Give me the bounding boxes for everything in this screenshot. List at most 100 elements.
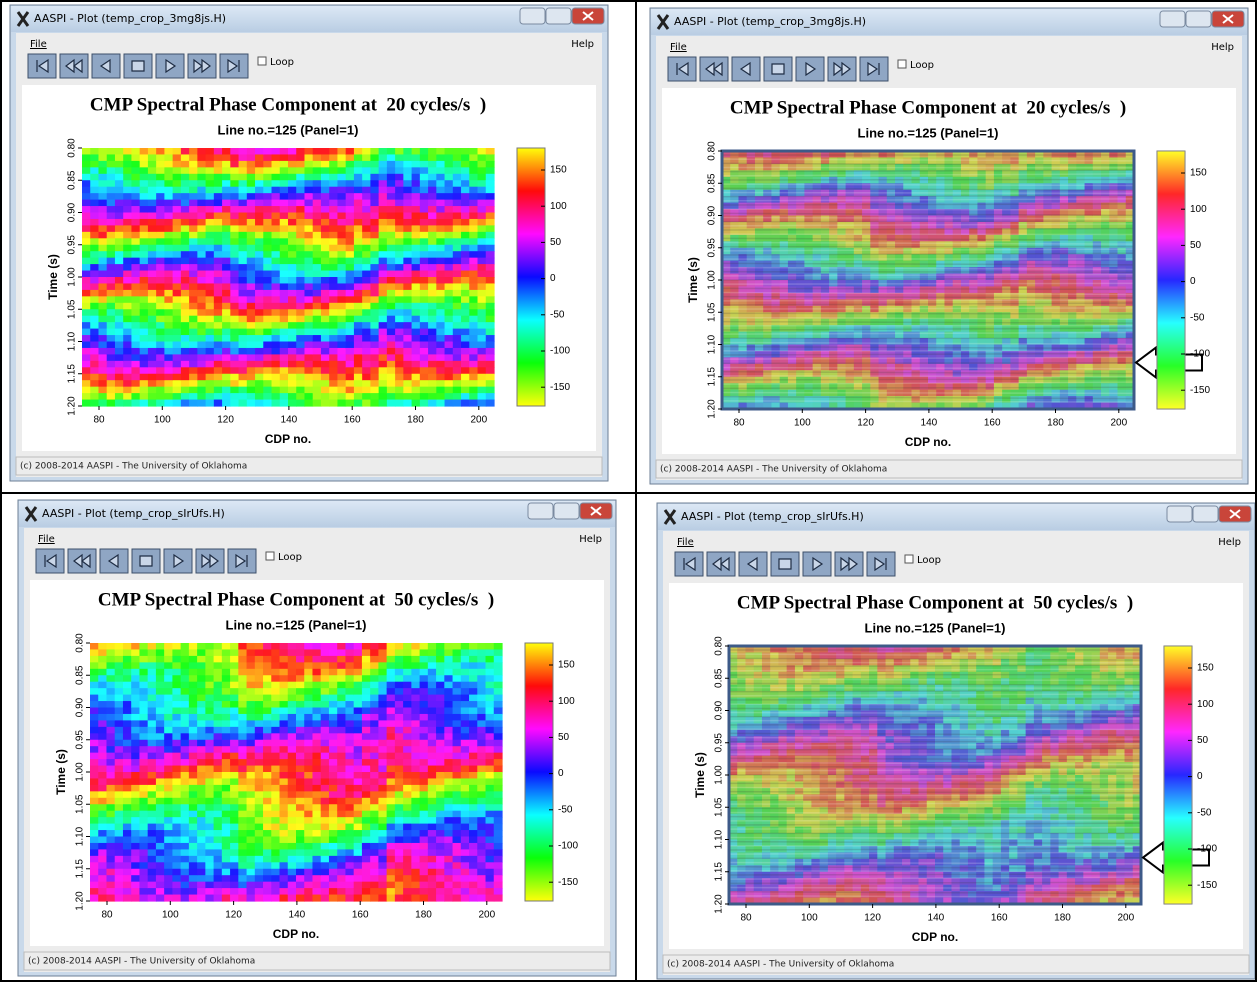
image-cell — [296, 290, 305, 297]
loop-checkbox[interactable] — [258, 57, 266, 65]
image-cell — [478, 219, 487, 226]
image-cell — [354, 161, 363, 168]
image-cell — [428, 251, 437, 258]
image-cell — [131, 374, 140, 381]
image-cell — [370, 271, 379, 278]
image-cell — [205, 811, 214, 818]
image-cell — [181, 895, 190, 902]
maximize-button[interactable] — [554, 503, 579, 519]
reflector-line — [722, 363, 1134, 364]
image-cell — [420, 271, 429, 278]
image-cell — [115, 367, 124, 374]
image-cell — [173, 290, 182, 297]
image-cell — [362, 148, 371, 155]
menu-item[interactable]: File — [670, 42, 687, 53]
image-cell — [173, 393, 182, 400]
image-cell — [362, 238, 371, 245]
image-cell — [222, 296, 231, 303]
image-cell — [436, 277, 445, 284]
image-cell — [436, 200, 445, 207]
image-cell — [222, 778, 231, 785]
image-cell — [206, 393, 215, 400]
image-cell — [478, 271, 487, 278]
image-cell — [206, 213, 215, 220]
image-cell — [337, 238, 346, 245]
minimize-button[interactable] — [528, 503, 553, 519]
image-cell — [321, 193, 330, 200]
image-cell — [90, 656, 99, 663]
image-cell — [189, 296, 198, 303]
image-cell — [280, 316, 289, 323]
menu-item[interactable]: File — [38, 534, 55, 545]
loop-checkbox[interactable] — [898, 60, 906, 68]
menu-item[interactable]: Help — [1211, 42, 1234, 53]
image-cell — [370, 264, 379, 271]
image-cell — [313, 167, 322, 174]
image-cell — [239, 400, 248, 407]
image-cell — [90, 714, 99, 721]
image-cell — [362, 348, 371, 355]
image-cell — [255, 193, 264, 200]
image-cell — [107, 309, 116, 316]
image-cell — [296, 303, 305, 310]
image-cell — [420, 354, 429, 361]
image-cell — [280, 335, 289, 342]
image-cell — [403, 225, 412, 232]
image-cell — [189, 322, 198, 329]
menu-item[interactable]: Help — [571, 39, 594, 50]
image-cell — [412, 309, 421, 316]
image-cell — [469, 213, 478, 220]
image-cell — [90, 843, 99, 850]
image-cell — [486, 303, 495, 310]
image-cell — [115, 387, 124, 394]
image-cell — [412, 277, 421, 284]
image-cell — [164, 296, 173, 303]
maximize-button[interactable] — [1186, 11, 1211, 27]
image-cell — [387, 290, 396, 297]
image-cell — [82, 342, 91, 349]
image-cell — [239, 271, 248, 278]
image-cell — [313, 400, 322, 407]
image-cell — [164, 393, 173, 400]
image-cell — [181, 258, 190, 265]
image-cell — [164, 759, 173, 766]
image-cell — [205, 701, 214, 708]
image-cell — [272, 245, 281, 252]
maximize-button[interactable] — [546, 8, 571, 24]
image-cell — [296, 251, 305, 258]
image-cell — [189, 772, 198, 779]
y-tick-label: 1.05 — [67, 299, 78, 319]
image-cell — [304, 251, 313, 258]
image-cell — [148, 245, 157, 252]
image-cell — [140, 232, 149, 239]
image-cell — [379, 303, 388, 310]
loop-checkbox[interactable] — [266, 552, 274, 560]
image-cell — [181, 656, 190, 663]
menu-item[interactable]: File — [30, 39, 47, 50]
image-cell — [214, 348, 223, 355]
menu-item[interactable]: Help — [579, 534, 602, 545]
image-cell — [98, 264, 107, 271]
image-cell — [172, 875, 181, 882]
image-cell — [453, 180, 462, 187]
image-cell — [205, 708, 214, 715]
image-cell — [263, 393, 272, 400]
image-cell — [148, 701, 157, 708]
image-cell — [123, 695, 132, 702]
image-cell — [189, 271, 198, 278]
image-cell — [189, 727, 198, 734]
image-cell — [164, 856, 173, 863]
minimize-button[interactable] — [520, 8, 545, 24]
image-cell — [230, 277, 239, 284]
image-cell — [362, 387, 371, 394]
minimize-button[interactable] — [1160, 11, 1185, 27]
image-cell — [395, 174, 404, 181]
image-cell — [445, 167, 454, 174]
image-cell — [436, 342, 445, 349]
image-cell — [222, 193, 231, 200]
image-cell — [346, 264, 355, 271]
image-cell — [362, 271, 371, 278]
image-cell — [123, 837, 132, 844]
image-cell — [181, 643, 190, 650]
image-cell — [148, 335, 157, 342]
